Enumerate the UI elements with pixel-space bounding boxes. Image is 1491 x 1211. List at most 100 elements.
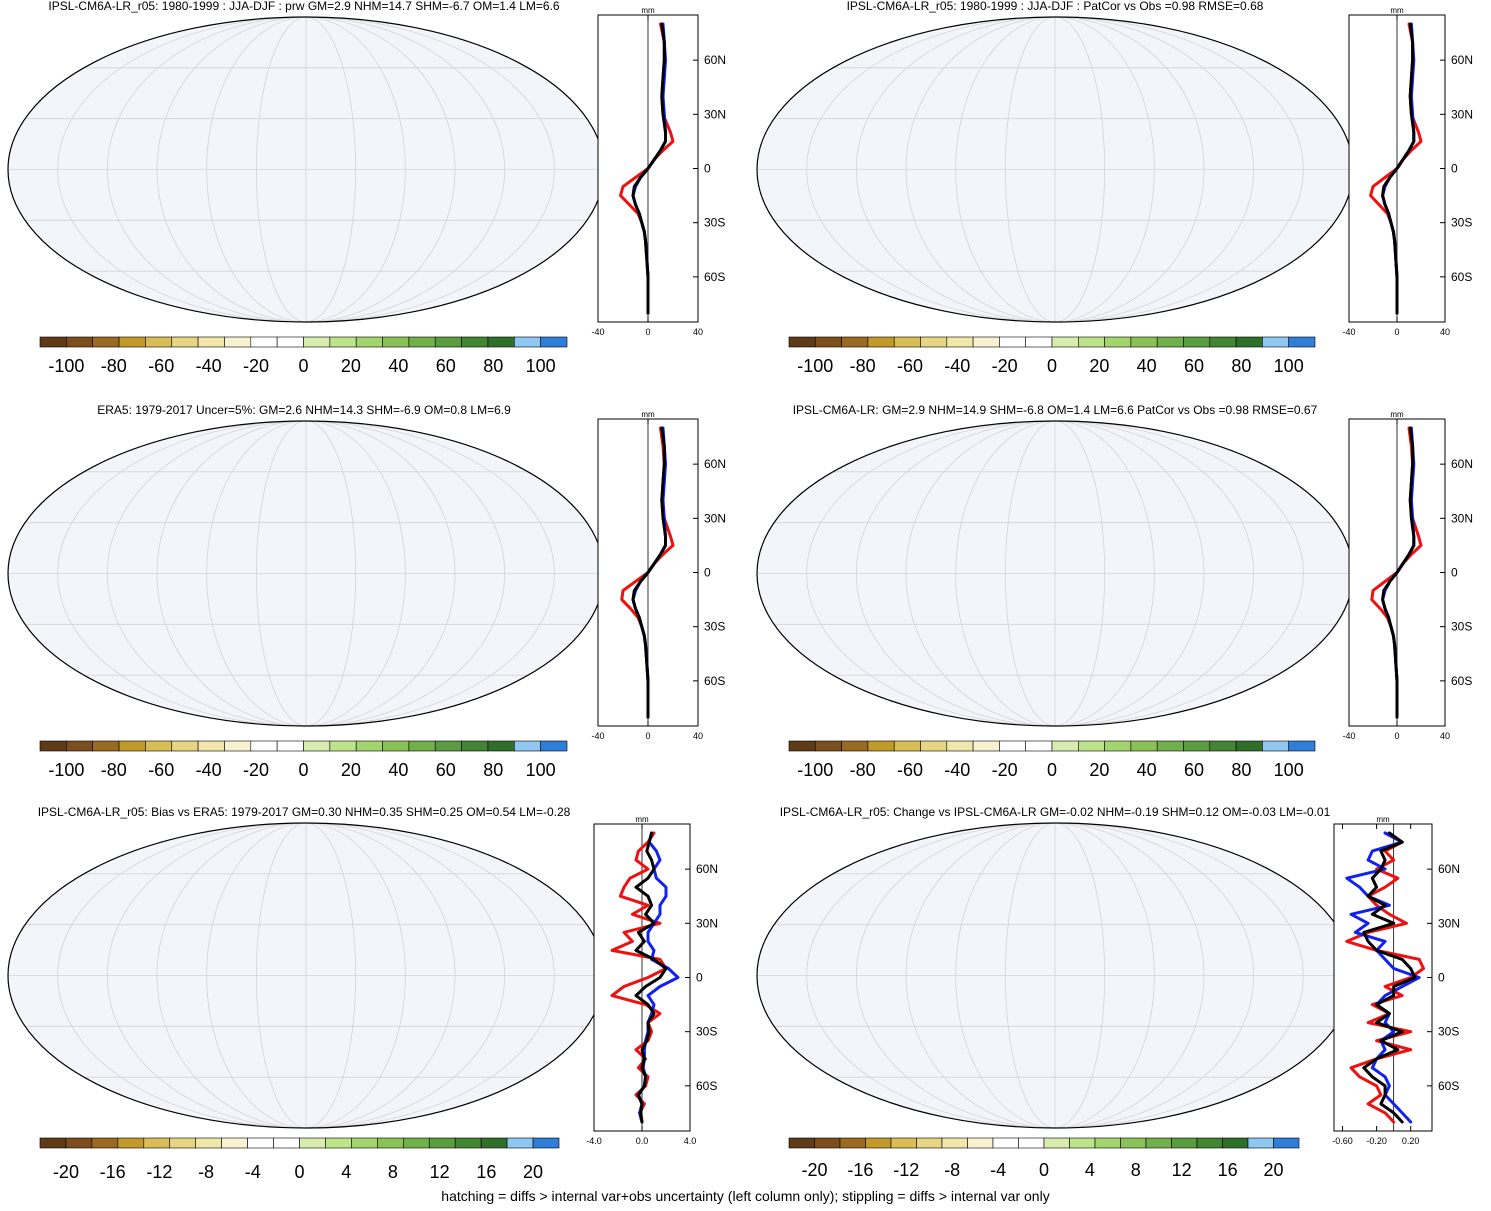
- profile-lat-label: 60N: [696, 862, 718, 876]
- colorbar-label: -20: [243, 760, 269, 780]
- colorbar-swatch: [1235, 740, 1263, 752]
- colorbar-swatch: [487, 336, 515, 348]
- colorbar-swatch: [814, 336, 842, 348]
- panel-5: IPSL-CM6A-LR_r05: Bias vs ERA5: 1979-201…: [7, 805, 718, 1182]
- colorbar-swatch: [276, 336, 304, 348]
- profile-series-black: [631, 426, 667, 719]
- colorbar-swatch: [434, 740, 462, 752]
- colorbar-swatch: [841, 740, 869, 752]
- colorbar-swatch: [941, 1137, 968, 1149]
- colorbar-label: 4: [1085, 1160, 1095, 1180]
- colorbar-swatch: [377, 1137, 404, 1149]
- colorbar-swatch: [247, 1137, 274, 1149]
- colorbar-label: 100: [1274, 760, 1304, 780]
- colorbar-swatch: [39, 740, 67, 752]
- colorbar-swatch: [814, 1137, 841, 1149]
- profile-x-label: -4.0: [586, 1136, 602, 1146]
- colorbar-swatch: [920, 336, 948, 348]
- colorbar-swatch: [91, 1137, 119, 1149]
- colorbar-swatch: [1288, 740, 1316, 752]
- profile-lat-label: 30N: [1451, 511, 1473, 525]
- colorbar-swatch: [1078, 740, 1105, 752]
- profile-lat-label: 30S: [696, 1025, 717, 1039]
- colorbar-swatch: [841, 336, 869, 348]
- colorbar-swatch: [920, 740, 948, 752]
- profile-series-black: [1362, 831, 1417, 1124]
- panel-title: ERA5: 1979-2017 Uncer=5%: GM=2.6 NHM=14.…: [97, 403, 511, 417]
- colorbar-label: 20: [1263, 1160, 1283, 1180]
- colorbar-swatch: [224, 740, 252, 752]
- colorbar-swatch: [118, 740, 146, 752]
- colorbar-swatch: [171, 336, 199, 348]
- colorbar-label: 0: [1047, 356, 1057, 376]
- profile-series-black: [1381, 426, 1416, 719]
- colorbar-label: 0: [298, 356, 308, 376]
- colorbar-swatch: [967, 1137, 994, 1149]
- colorbar-label: 16: [1218, 1160, 1238, 1180]
- profile-lat-label: 0: [704, 566, 711, 580]
- colorbar-label: -100: [797, 356, 833, 376]
- colorbar-swatch: [1209, 336, 1237, 348]
- colorbar-label: -8: [944, 1160, 960, 1180]
- profile-x-label: 40: [693, 731, 703, 741]
- colorbar-swatch: [1069, 1137, 1096, 1149]
- colorbar-swatch: [1247, 1137, 1274, 1149]
- profile-lat-label: 60N: [704, 457, 726, 471]
- profile-x-label: 0: [645, 327, 650, 337]
- colorbar-swatch: [428, 1137, 456, 1149]
- colorbar-swatch: [66, 740, 93, 752]
- colorbar-swatch: [506, 1137, 534, 1149]
- colorbar-label: 100: [1274, 356, 1304, 376]
- profile-lat-label: 60S: [704, 674, 725, 688]
- colorbar-swatch: [487, 740, 515, 752]
- colorbar-swatch: [329, 336, 357, 348]
- profile-x-label: 0.20: [1402, 1136, 1420, 1146]
- profile-lat-label: 30N: [704, 511, 726, 525]
- colorbar-label: 20: [1089, 356, 1109, 376]
- colorbar-swatch: [513, 740, 541, 752]
- panel-2: IPSL-CM6A-LR_r05: 1980-1999 : JJA-DJF : …: [756, 0, 1473, 376]
- colorbar-swatch: [92, 740, 120, 752]
- colorbar-swatch: [890, 1137, 917, 1149]
- colorbar-swatch: [1288, 336, 1316, 348]
- colorbar-swatch: [1043, 1137, 1070, 1149]
- colorbar-swatch: [118, 336, 146, 348]
- colorbar-label: 20: [341, 760, 361, 780]
- colorbar-label: -16: [100, 1162, 126, 1182]
- colorbar-swatch: [788, 1137, 815, 1149]
- colorbar-swatch: [461, 740, 489, 752]
- colorbar-swatch: [999, 740, 1027, 752]
- colorbar-label: 40: [1137, 760, 1157, 780]
- colorbar-swatch: [1104, 336, 1132, 348]
- colorbar-label: -100: [48, 760, 84, 780]
- colorbar-label: -40: [196, 356, 222, 376]
- colorbar-swatch: [1025, 336, 1053, 348]
- colorbar-swatch: [250, 740, 278, 752]
- colorbar-swatch: [39, 1137, 67, 1149]
- colorbar-label: 80: [1231, 760, 1251, 780]
- colorbar-label: -40: [944, 356, 970, 376]
- colorbar-label: -60: [897, 760, 923, 780]
- colorbar-label: -40: [196, 760, 222, 780]
- profile-unit: mm: [635, 815, 649, 824]
- figure-caption: hatching = diffs > internal var+obs unce…: [441, 1188, 1050, 1204]
- panel-title: IPSL-CM6A-LR_r05: Bias vs ERA5: 1979-201…: [38, 805, 571, 819]
- colorbar-swatch: [1183, 740, 1211, 752]
- colorbar-label: 60: [436, 760, 456, 780]
- colorbar-label: -80: [101, 760, 127, 780]
- profile-lat-label: 60S: [1438, 1079, 1459, 1093]
- colorbar-swatch: [382, 336, 410, 348]
- colorbar-label: 0: [298, 760, 308, 780]
- colorbar-swatch: [224, 336, 252, 348]
- colorbar-label: 12: [1172, 1160, 1192, 1180]
- colorbar-label: 60: [1184, 760, 1204, 780]
- profile-x-label: -40: [591, 731, 604, 741]
- colorbar-swatch: [92, 336, 120, 348]
- colorbar-label: 80: [483, 356, 503, 376]
- colorbar-label: 60: [436, 356, 456, 376]
- colorbar-swatch: [1145, 1137, 1172, 1149]
- profile-x-label: 0: [1394, 327, 1399, 337]
- colorbar-swatch: [351, 1137, 378, 1149]
- colorbar-label: -16: [847, 1160, 873, 1180]
- profile-lat-label: 60S: [1451, 270, 1472, 284]
